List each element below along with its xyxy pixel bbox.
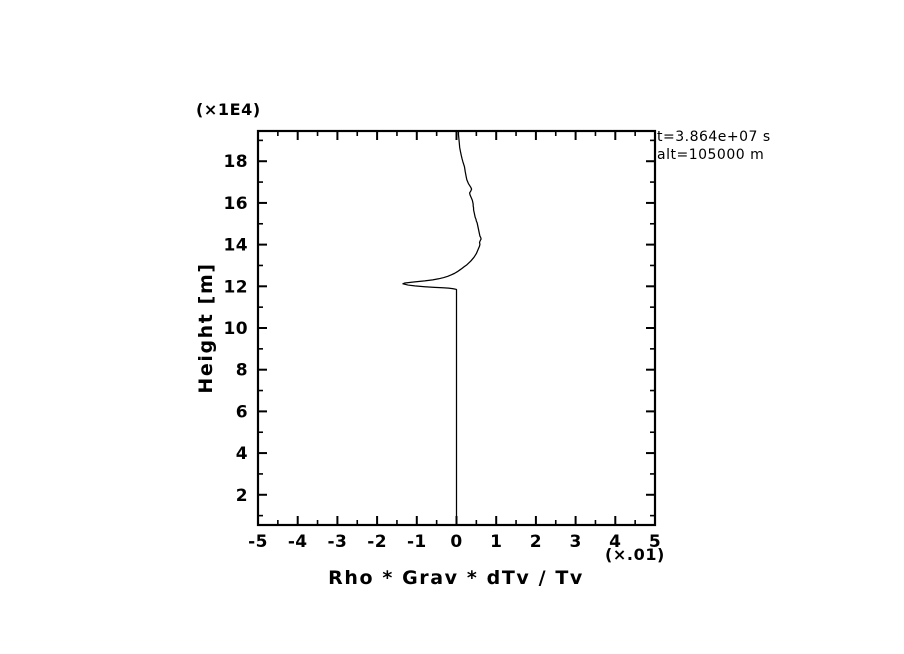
y-axis-title: Height [m] xyxy=(195,262,217,393)
y-tick-label: 16 xyxy=(224,194,248,214)
x-tick-label: -4 xyxy=(288,532,308,552)
y-tick-label: 12 xyxy=(224,277,248,297)
y-tick-label: 4 xyxy=(236,444,248,464)
annotation-time: t=3.864e+07 s xyxy=(657,129,771,145)
x-axis-tick-labels: -5 -4 -3 -2 -1 0 1 2 3 4 5 xyxy=(248,532,661,552)
x-tick-label: -5 xyxy=(248,532,268,552)
y-tick-label: 6 xyxy=(236,402,248,422)
x-tick-label: 4 xyxy=(609,532,621,552)
y-tick-label: 14 xyxy=(224,236,248,256)
annotation-altitude: alt=105000 m xyxy=(657,147,764,163)
x-tick-label: 3 xyxy=(569,532,581,552)
x-axis-multiplier-label: (×.01) xyxy=(605,545,665,564)
y-axis-ticks xyxy=(258,139,655,517)
x-axis-title: Rho * Grav * dTv / Tv xyxy=(328,567,584,589)
x-axis-ticks xyxy=(257,131,656,525)
x-tick-label: -2 xyxy=(367,532,387,552)
x-tick-label: 0 xyxy=(450,532,462,552)
y-axis-tick-labels: 2 4 6 8 10 12 14 16 18 xyxy=(224,152,248,506)
x-tick-label: 5 xyxy=(649,532,661,552)
y-axis-multiplier-label: (×1E4) xyxy=(196,100,261,119)
y-tick-label: 18 xyxy=(224,152,248,172)
x-tick-label: 2 xyxy=(530,532,542,552)
x-tick-label: 1 xyxy=(490,532,502,552)
y-tick-label: 8 xyxy=(236,361,248,381)
data-series-line xyxy=(402,130,482,526)
x-tick-label: -3 xyxy=(328,532,348,552)
x-tick-label: -1 xyxy=(407,532,427,552)
y-tick-label: 10 xyxy=(224,319,248,339)
y-tick-label: 2 xyxy=(236,486,248,506)
